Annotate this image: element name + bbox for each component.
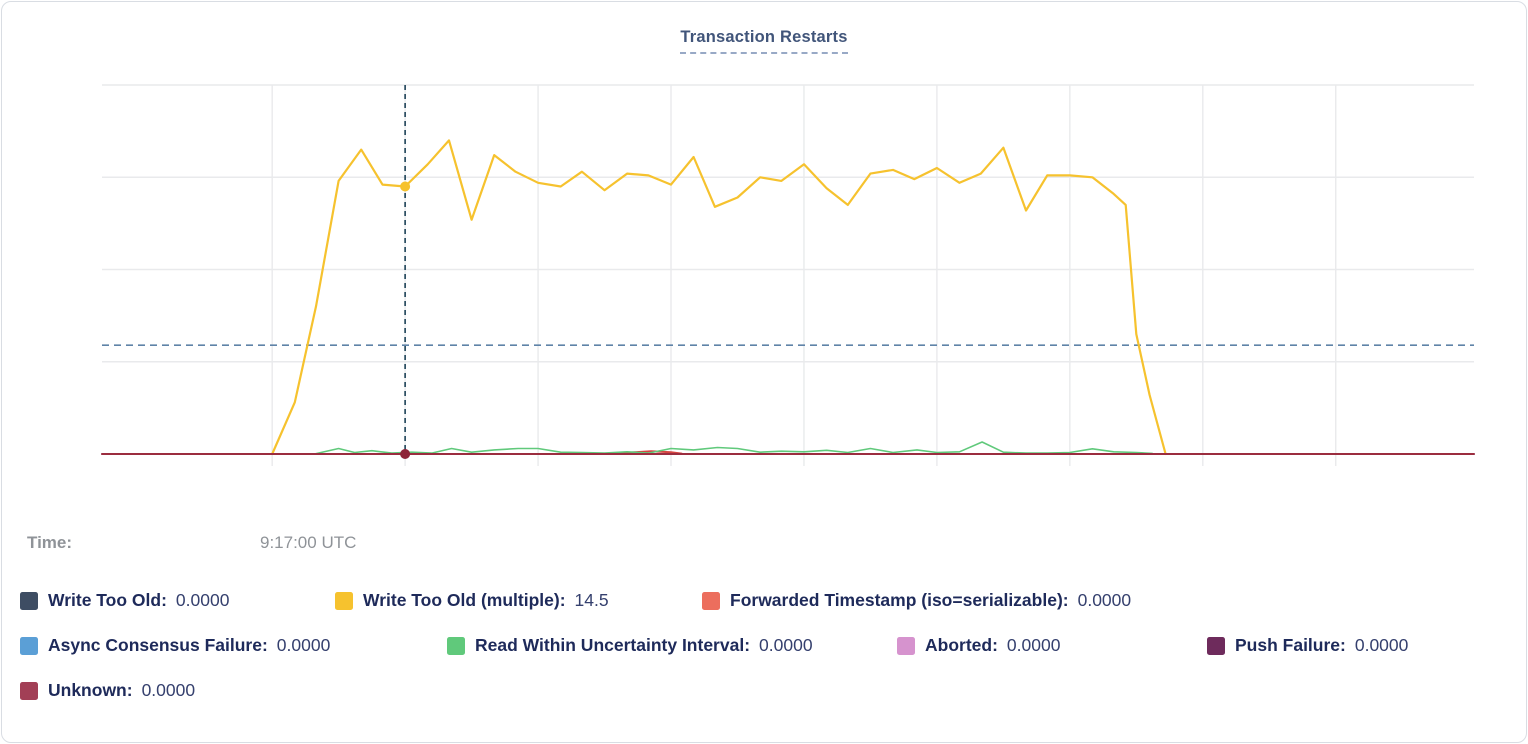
series-read-within-uncertainty-interval — [315, 441, 1154, 455]
legend-item-write-too-old-multiple[interactable]: Write Too Old (multiple): 14.5 — [335, 590, 702, 611]
read-within-uncertainty-swatch-icon — [447, 636, 465, 655]
crosshair-dot-write-too-old-multiple — [400, 181, 411, 192]
tooltip-time-row: Time: 9:17:00 UTC — [27, 533, 1507, 553]
write-too-old-multiple-swatch-icon — [335, 591, 353, 610]
legend-value: 0.0000 — [1077, 590, 1132, 610]
legend-row-2: Async Consensus Failure: 0.0000 Read Withi… — [20, 635, 1516, 656]
legend-item-push-failure[interactable]: Push Failure: 0.0000 — [1207, 635, 1408, 656]
legend-item-read-within-uncertainty[interactable]: Read Within Uncertainty Interval: 0.0000 — [447, 635, 897, 656]
legend-value: 0.0000 — [1354, 635, 1409, 655]
legend-value: 0.0000 — [276, 635, 331, 655]
legend-value: 0.0000 — [1006, 635, 1061, 655]
tooltip-time-value: 9:17:00 UTC — [260, 533, 357, 552]
push-failure-swatch-icon — [1207, 636, 1225, 655]
legend-item-aborted[interactable]: Aborted: 0.0000 — [897, 635, 1207, 656]
legend-label: Write Too Old (multiple): — [363, 590, 566, 610]
legend-value: 0.0000 — [175, 590, 230, 610]
legend-label: Forwarded Timestamp (iso=serializable): — [730, 590, 1069, 610]
legend-value: 0.0000 — [141, 680, 196, 700]
forwarded-timestamp-swatch-icon — [702, 591, 720, 610]
legend-value: 14.5 — [574, 590, 609, 610]
legend-item-unknown[interactable]: Unknown: 0.0000 — [20, 680, 195, 701]
chart-title[interactable]: Transaction Restarts — [680, 28, 848, 54]
transaction-restarts-chart[interactable] — [2, 2, 1527, 507]
legend-label: Write Too Old: — [48, 590, 167, 610]
async-consensus-failure-swatch-icon — [20, 636, 38, 655]
unknown-swatch-icon — [20, 681, 38, 700]
legend-label: Unknown: — [48, 680, 133, 700]
tooltip-time-label: Time: — [27, 533, 73, 552]
series-forwarded-timestamp-iso-serializable — [610, 450, 683, 455]
write-too-old-swatch-icon — [20, 591, 38, 610]
legend-label: Async Consensus Failure: — [48, 635, 268, 655]
legend-row-3: Unknown: 0.0000 — [20, 680, 1516, 701]
crosshair-dot-unknown — [400, 449, 411, 459]
legend-item-write-too-old[interactable]: Write Too Old: 0.0000 — [20, 590, 335, 611]
series-write-too-old-multiple — [271, 139, 1167, 456]
legend-item-forwarded-timestamp[interactable]: Forwarded Timestamp (iso=serializable): 0… — [702, 590, 1131, 611]
aborted-swatch-icon — [897, 636, 915, 655]
legend-value: 0.0000 — [759, 635, 813, 655]
chart-header: Transaction Restarts — [2, 28, 1526, 54]
legend-label: Push Failure: — [1235, 635, 1346, 655]
legend-item-async-consensus-failure[interactable]: Async Consensus Failure: 0.0000 — [20, 635, 447, 656]
legend-label: Read Within Uncertainty Interval: — [475, 635, 751, 655]
legend-label: Aborted: — [925, 635, 998, 655]
legend-row-1: Write Too Old: 0.0000 Write Too Old (multi… — [20, 590, 1516, 611]
grid — [102, 84, 1474, 466]
